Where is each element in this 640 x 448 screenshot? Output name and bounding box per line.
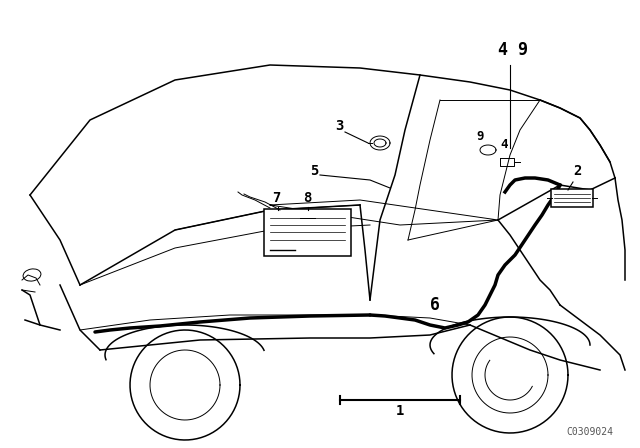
- Text: C0309024: C0309024: [566, 427, 614, 437]
- Text: 6: 6: [430, 296, 440, 314]
- Text: 1: 1: [396, 404, 404, 418]
- Text: 4 9: 4 9: [498, 41, 528, 59]
- Text: 7: 7: [272, 191, 280, 205]
- Text: 5: 5: [310, 164, 318, 178]
- FancyBboxPatch shape: [264, 209, 351, 256]
- Polygon shape: [452, 317, 568, 433]
- FancyBboxPatch shape: [551, 189, 593, 207]
- Text: 2: 2: [573, 164, 581, 178]
- Text: 3: 3: [335, 119, 344, 133]
- Polygon shape: [270, 200, 498, 225]
- Text: 8: 8: [303, 191, 312, 205]
- Text: 9: 9: [476, 130, 483, 143]
- Text: 4: 4: [500, 138, 508, 151]
- Polygon shape: [130, 330, 240, 440]
